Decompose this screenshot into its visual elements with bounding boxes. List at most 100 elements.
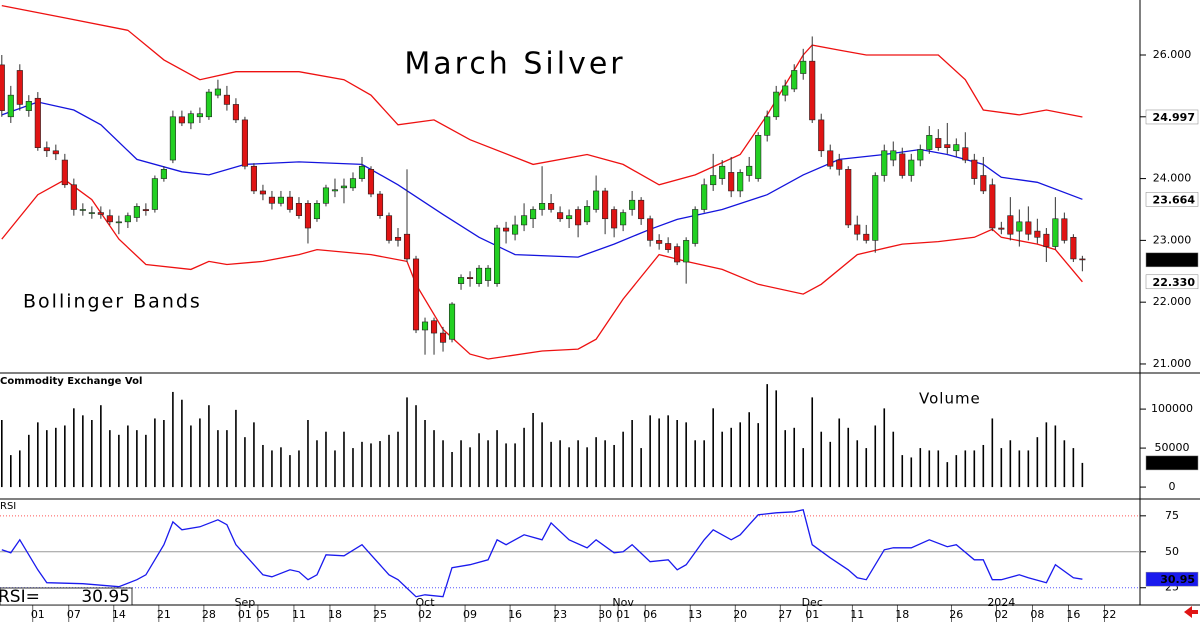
candle-body <box>187 113 194 124</box>
candle-body <box>196 113 203 118</box>
candle-body <box>421 321 429 331</box>
candle-body <box>286 196 294 210</box>
candle-body <box>647 218 654 241</box>
candle-body <box>926 135 933 150</box>
month-label: Dec <box>802 596 823 609</box>
annotation: Bollinger Bands <box>23 291 202 313</box>
candle-body <box>476 267 483 284</box>
candle-body <box>494 227 501 284</box>
candle-body <box>782 85 789 96</box>
candle-body <box>539 203 546 210</box>
bollinger-band <box>1 179 1083 360</box>
candle-body <box>998 227 1005 230</box>
candle-body <box>935 138 942 148</box>
candle-body <box>70 184 77 210</box>
x-tick-label: 18 <box>895 608 909 621</box>
panel-title: Commodity Exchange Vol <box>0 376 142 387</box>
candle-body <box>746 165 753 176</box>
scroll-arrow[interactable] <box>1184 606 1198 618</box>
candle-body <box>124 215 131 223</box>
candle-body <box>575 209 582 226</box>
candle-body <box>764 116 771 136</box>
x-tick-label: 13 <box>688 608 702 621</box>
candle-body <box>151 178 158 210</box>
volume-last-value-box <box>1145 455 1199 471</box>
x-tick-label: 21 <box>157 608 171 621</box>
candle-body <box>385 215 393 241</box>
band-last-value: 24.997 <box>1153 111 1195 124</box>
candle-body <box>403 233 411 260</box>
candle-body <box>989 184 996 229</box>
y-tick-label: 50 <box>1165 545 1179 558</box>
candle-body <box>872 175 879 241</box>
candle-body <box>881 150 888 176</box>
candle-body <box>521 215 528 226</box>
candle-body <box>719 165 726 179</box>
x-tick-label: 14 <box>112 608 126 621</box>
candle-body <box>448 303 456 340</box>
band-last-value: 23.664 <box>1153 193 1196 206</box>
month-label: Oct <box>416 596 436 609</box>
candle-body <box>503 227 510 232</box>
candle-body <box>620 212 627 226</box>
candle-body <box>349 178 357 189</box>
y-tick-label: 0 <box>1169 480 1176 493</box>
x-tick-label: 26 <box>949 608 963 621</box>
candle-body <box>394 236 402 241</box>
x-tick-label: 01 <box>616 608 630 621</box>
candle-body <box>43 147 50 152</box>
band-last-value-box <box>1145 109 1199 125</box>
candle-body <box>809 60 816 121</box>
candle-body <box>214 88 221 96</box>
readout-box <box>0 587 133 606</box>
readout-label: RSI= <box>0 587 40 607</box>
candle-body <box>692 209 699 244</box>
candle-body <box>791 70 798 90</box>
x-tick-label: 02 <box>418 608 432 621</box>
candle-body <box>232 104 239 121</box>
rsi-last-value-box <box>1145 571 1199 587</box>
y-tick-label: 100000 <box>1151 402 1193 415</box>
candle-body <box>485 267 492 281</box>
annotation: Volume <box>919 390 981 408</box>
chart-title: March Silver <box>404 47 625 82</box>
candle-body <box>863 233 870 241</box>
candle-body <box>52 150 59 155</box>
candle-body <box>439 332 447 343</box>
candle-body <box>854 224 861 235</box>
candle-body <box>971 159 978 179</box>
x-tick-label: 27 <box>778 608 792 621</box>
x-tick-label: 23 <box>553 608 567 621</box>
x-tick-label: 01 <box>805 608 819 621</box>
y-tick-label: 50000 <box>1155 441 1190 454</box>
candle-body <box>376 193 384 216</box>
y-tick-label: 22.000 <box>1153 295 1192 308</box>
candle-body <box>818 119 825 152</box>
x-tick-label: 01 <box>238 608 252 621</box>
candle-body <box>241 119 248 167</box>
x-tick-label: 06 <box>643 608 657 621</box>
candle-body <box>88 212 95 214</box>
candle-body <box>16 70 23 105</box>
volume-last-value: 31004 <box>1157 457 1196 470</box>
candle-body <box>1043 233 1050 247</box>
candle-body <box>773 91 780 118</box>
candle-body <box>160 169 167 179</box>
candle-body <box>953 144 960 152</box>
candle-body <box>412 258 420 331</box>
x-tick-label: 02 <box>994 608 1008 621</box>
candle-body <box>106 215 113 223</box>
candle-body <box>25 101 32 111</box>
candle-body <box>142 209 149 212</box>
candle-body <box>917 149 924 161</box>
candle-body <box>908 159 915 176</box>
candle-body <box>313 203 321 220</box>
candle-body <box>250 165 257 192</box>
candle-body <box>728 172 735 192</box>
candle-body <box>34 97 41 148</box>
candle-body <box>340 185 348 189</box>
candle-body <box>430 320 438 334</box>
